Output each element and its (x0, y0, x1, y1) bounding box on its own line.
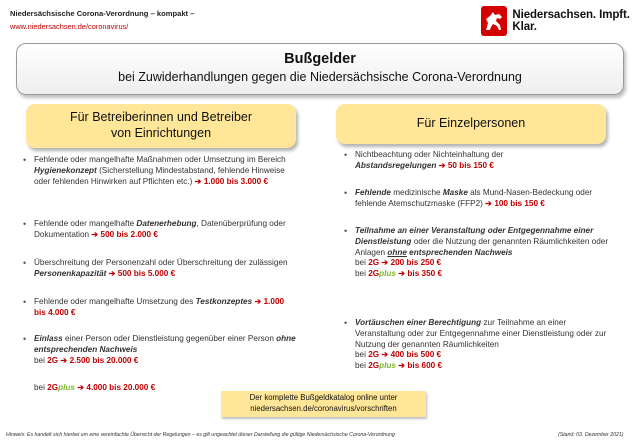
right-arrow-icon: ➔ (381, 350, 389, 360)
catalog-link-box[interactable]: Der komplette Bußgeldkatalog online unte… (221, 391, 426, 417)
footer-date: (Stand: 03. Dezember 2021) (558, 432, 624, 438)
heading-operators: Für Betreiberinnen und Betreiber von Ein… (26, 104, 296, 148)
right-arrow-icon: ➔ (381, 258, 389, 268)
right-arrow-icon: ➔ (194, 176, 202, 186)
heading-individuals: Für Einzelpersonen (336, 104, 606, 144)
list-item: Nichtbeachtung oder Nichteinhaltung der … (344, 150, 617, 172)
right-arrow-icon: ➔ (254, 297, 262, 306)
logo: Niedersachsen. Impft. Klar. (481, 6, 640, 36)
list-item: Einlass einer Person oder Dienstleistung… (23, 334, 296, 366)
list-item: Vortäuschen einer Berechtigung zur Teiln… (344, 318, 617, 372)
list-item: Fehlende oder mangelhafte Datenerhebung,… (23, 219, 296, 241)
list-item: Fehlende medizinische Maske als Mund-Nas… (344, 188, 617, 210)
horse-icon (481, 6, 508, 36)
right-arrow-icon: ➔ (398, 361, 406, 371)
right-arrow-icon: ➔ (108, 268, 116, 278)
page-title: Bußgelder (284, 51, 356, 67)
right-arrow-icon: ➔ (398, 269, 406, 279)
right-arrow-icon: ➔ (485, 198, 493, 208)
catalog-link-line1: Der komplette Bußgeldkatalog online unte… (249, 393, 398, 402)
right-arrow-icon: ➔ (60, 355, 68, 365)
heading-operators-line2: von Einrichtungen (110, 126, 212, 140)
heading-operators-line1: Für Betreiberinnen und Betreiber (69, 110, 253, 125)
right-arrow-icon: ➔ (77, 383, 85, 392)
document-title: Niedersächsische Corona-Verordnung – kom… (10, 9, 195, 18)
header-url[interactable]: www.niedersachsen.de/coronavirus/ (10, 22, 129, 31)
right-arrow-icon: ➔ (438, 160, 446, 170)
catalog-link-url[interactable]: niedersachsen.de/coronavirus/vorschrifte… (250, 403, 397, 413)
title-box: Bußgelder bei Zuwiderhandlungen gegen di… (16, 43, 624, 95)
list-item: Fehlende oder mangelhafte Maßnahmen oder… (23, 155, 296, 187)
right-arrow-icon: ➔ (91, 229, 99, 239)
logo-text: Niedersachsen. Impft. Klar. (512, 9, 630, 33)
list-item: bei 2Gplus ➔ 4.000 bis 20.000 € (34, 383, 156, 392)
list-item: Teilnahme an einer Veranstaltung oder En… (344, 226, 617, 280)
footer-note: Hinweis: Es handelt sich hierbei um eine… (6, 432, 395, 438)
list-item: Überschreitung der Personenzahl oder Übe… (23, 258, 296, 280)
page-subtitle: bei Zuwiderhandlungen gegen die Niedersä… (118, 70, 522, 84)
list-item: Fehlende oder mangelhafte Umsetzung des … (23, 297, 296, 319)
